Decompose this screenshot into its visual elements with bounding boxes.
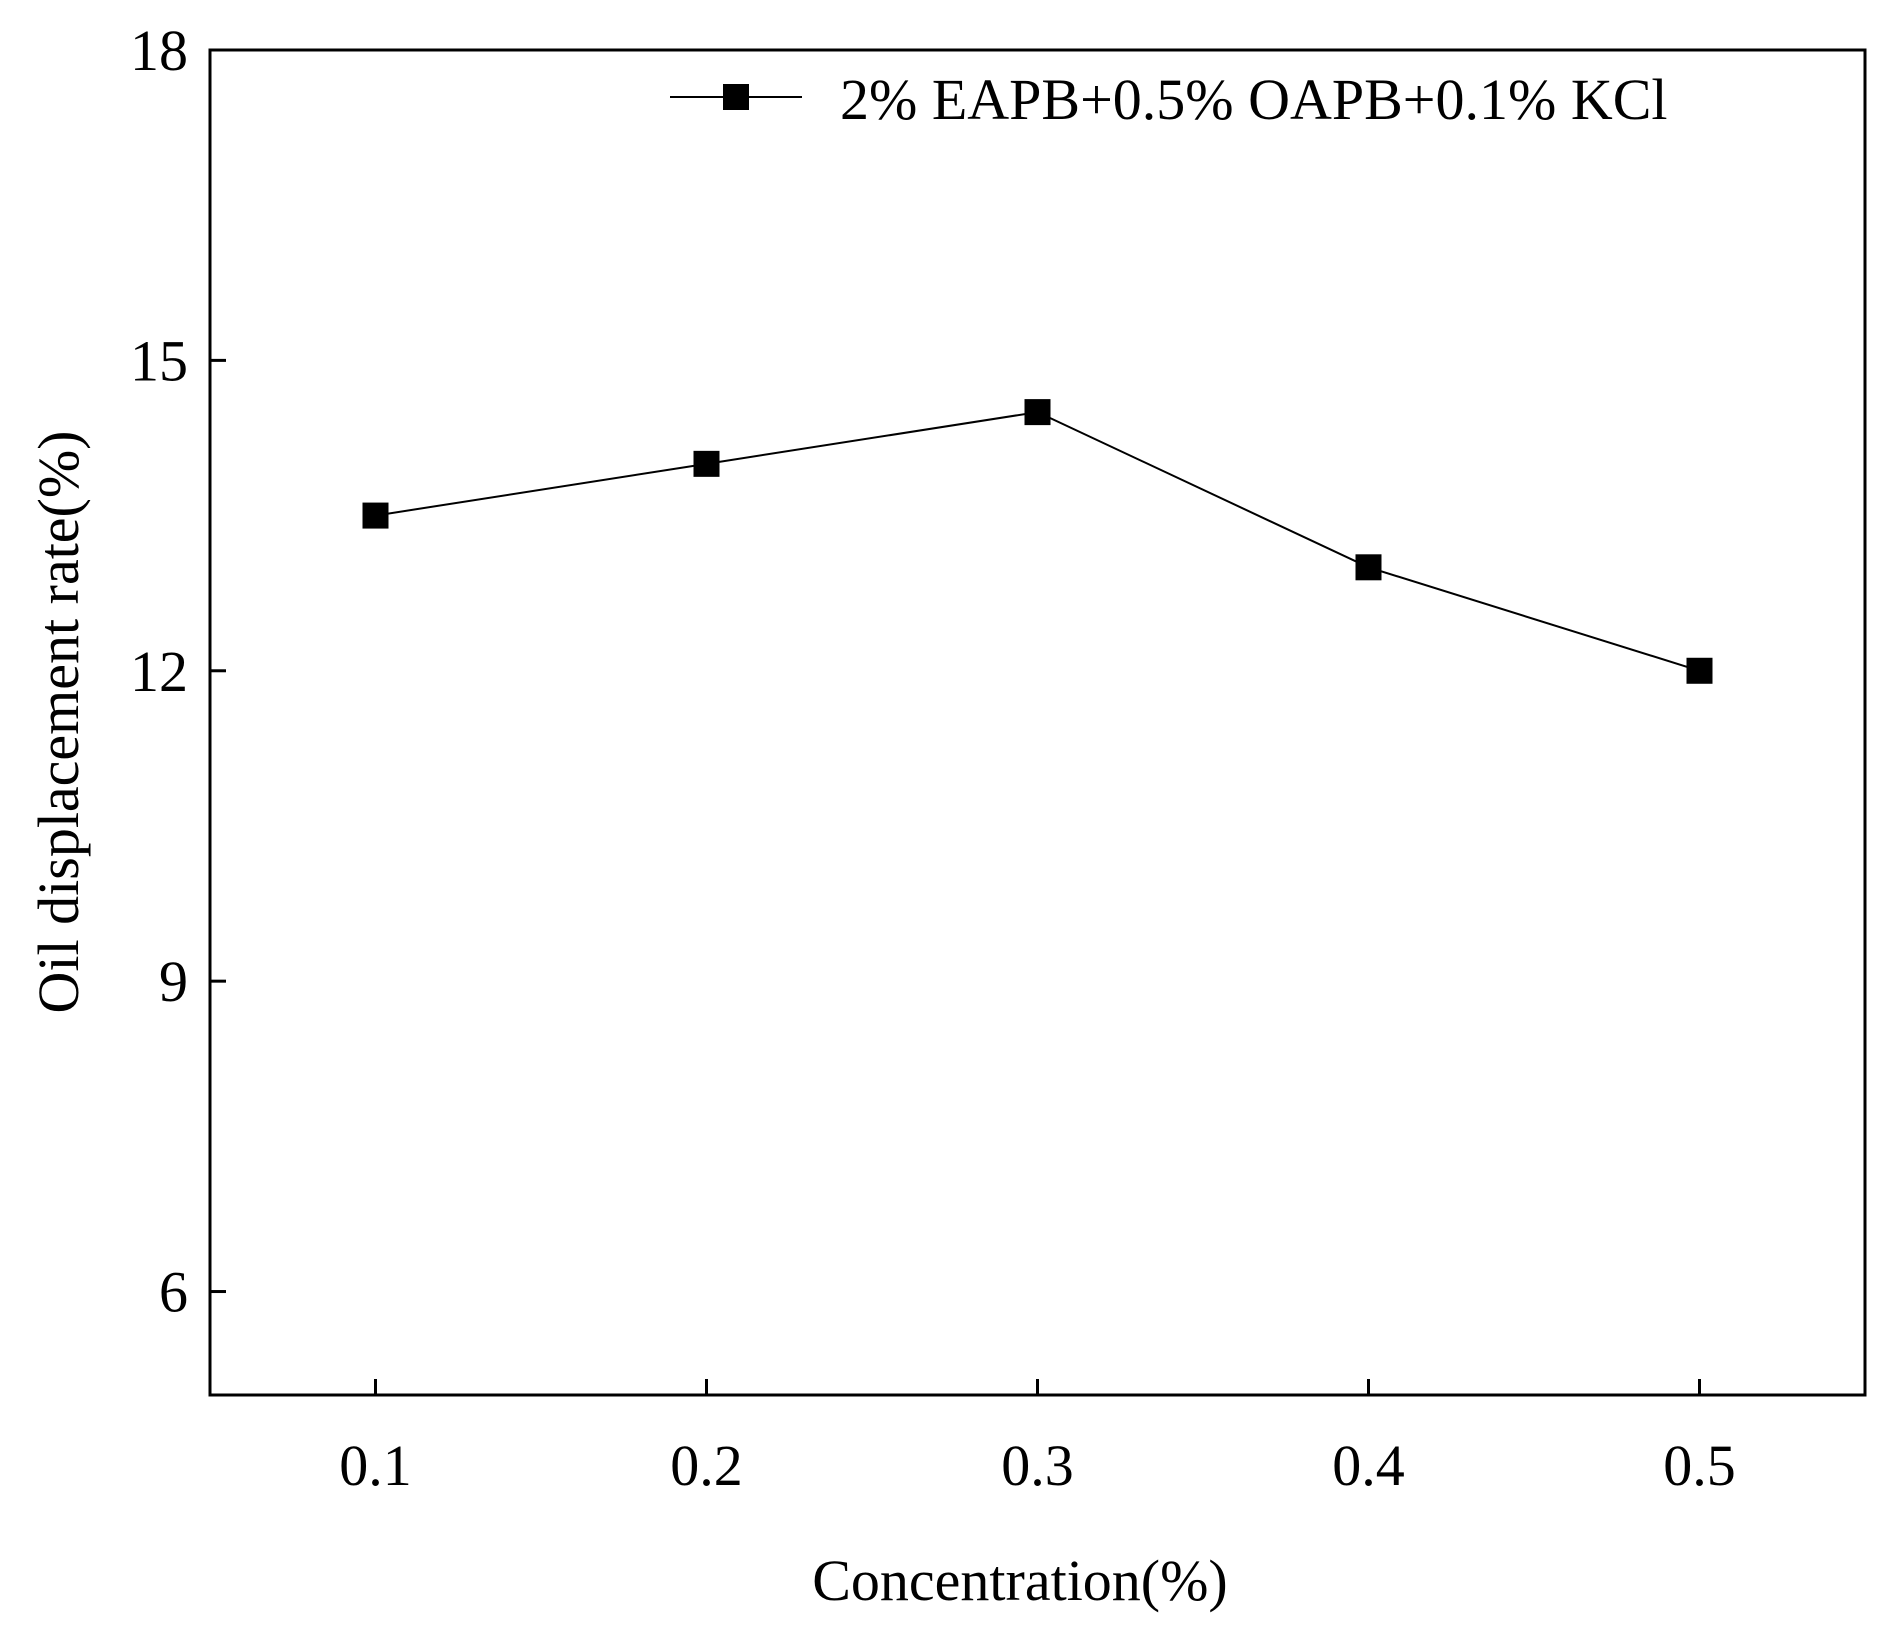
x-tick-label: 0.5	[1663, 1433, 1736, 1498]
x-tick-label: 0.2	[670, 1433, 743, 1498]
data-point-marker	[693, 450, 720, 477]
y-axis-title: Oil displacement rate(%)	[26, 431, 91, 1014]
y-tick-label: 9	[159, 949, 188, 1014]
legend-label: 2% EAPB+0.5% OAPB+0.1% KCl	[840, 67, 1668, 132]
data-point-marker	[1024, 399, 1051, 426]
y-tick-label: 6	[159, 1260, 188, 1325]
y-tick-label: 12	[130, 639, 188, 704]
data-point-marker	[1686, 657, 1713, 684]
y-tick-label: 18	[130, 18, 188, 83]
x-tick-label: 0.1	[339, 1433, 412, 1498]
series-line	[375, 411, 1700, 672]
x-tick-label: 0.4	[1332, 1433, 1405, 1498]
x-axis-ticks: 0.1 0.2 0.3 0.4 0.5	[339, 1379, 1736, 1498]
series-layer	[362, 399, 1713, 684]
data-point-marker	[362, 502, 389, 529]
y-axis-ticks: 6 9 12 15 18	[130, 18, 226, 1325]
plot-frame	[208, 48, 1867, 1397]
legend-marker	[723, 84, 749, 110]
x-axis-title: Concentration(%)	[812, 1548, 1228, 1613]
y-tick-label: 15	[130, 328, 188, 393]
data-point-marker	[1355, 554, 1382, 581]
legend: 2% EAPB+0.5% OAPB+0.1% KCl	[670, 67, 1668, 132]
x-tick-label: 0.3	[1001, 1433, 1074, 1498]
